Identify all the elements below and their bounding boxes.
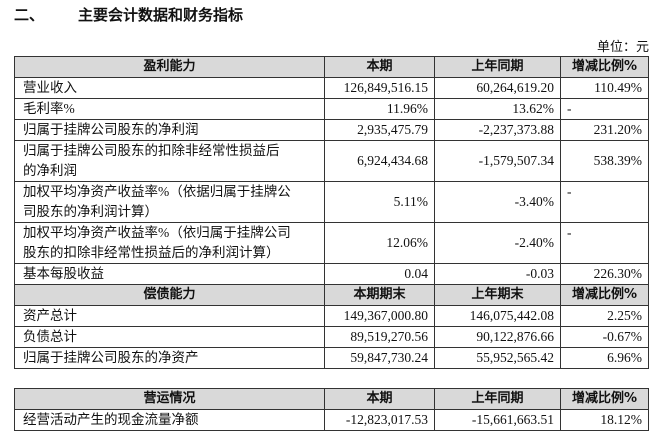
row-label: 资产总计	[14, 305, 325, 327]
column-header: 增减比例%	[560, 56, 649, 78]
value-cell: 59,847,730.24	[324, 347, 435, 369]
label-line: 资产总计	[23, 308, 77, 323]
value-cell: 0.04	[324, 263, 435, 285]
column-header: 增减比例%	[560, 388, 649, 410]
value-cell: 18.12%	[560, 409, 649, 431]
row-label: 基本每股收益	[14, 263, 325, 285]
value-cell: 146,075,442.08	[434, 305, 561, 327]
label-line: 负债总计	[23, 329, 77, 344]
unit: 单位：元	[596, 39, 649, 54]
value-cell: -12,823,017.53	[324, 409, 435, 431]
data-row: 资产总计 149,367,000.80 146,075,442.08 2.25%	[14, 305, 649, 327]
table: 营运情况 本期 上年同期 增减比例% 经营活动产生的现金流量净额 -12,823,017.…	[14, 388, 649, 431]
label-line: 的净利润	[23, 163, 77, 178]
data-row: 加权平均净资产收益率%（依据归属于挂牌公 司股东的净利润计算） 5.11% -3.40…	[14, 181, 649, 223]
value-cell: 90,122,876.66	[434, 326, 561, 348]
column-header: 偿债能力	[14, 284, 325, 306]
value-cell: 13.62%	[434, 98, 561, 120]
column-header: 上年同期	[434, 56, 561, 78]
value-cell: 11.96%	[324, 98, 435, 120]
value-cell: -15,661,663.51	[434, 409, 561, 431]
value-cell: -	[560, 98, 649, 120]
data-row: 归属于挂牌公司股东的净利润 2,935,475.79 -2,237,373.88 23…	[14, 119, 649, 141]
value-cell: -2.40%	[434, 222, 561, 264]
label-line: 归属于挂牌公司股东的净资产	[23, 350, 199, 365]
data-row: 毛利率% 11.96% 13.62% -	[14, 98, 649, 120]
value-cell: 2.25%	[560, 305, 649, 327]
row-label: 加权平均净资产收益率%（依归属于挂牌公司 股东的扣除非经常性损益后的净利润计算）	[14, 222, 325, 264]
value-cell: -0.03	[434, 263, 561, 285]
column-header: 本期	[324, 388, 435, 410]
heading: 二、 主要会计数据和财务指标	[14, 4, 277, 25]
column-header: 盈利能力	[14, 56, 325, 78]
data-row: 经营活动产生的现金流量净额 -12,823,017.53 -15,661,663.5…	[14, 409, 649, 431]
value-cell: -0.67%	[560, 326, 649, 348]
value-cell: 55,952,565.42	[434, 347, 561, 369]
label-line: 归属于挂牌公司股东的净利润	[23, 122, 199, 137]
value-cell: -	[560, 181, 649, 223]
value-cell: 6,924,434.68	[324, 140, 435, 182]
column-header: 营运情况	[14, 388, 325, 410]
column-header: 上年同期	[434, 388, 561, 410]
value-cell: 538.39%	[560, 140, 649, 182]
value-cell: 231.20%	[560, 119, 649, 141]
value-cell: -3.40%	[434, 181, 561, 223]
value-cell: 110.49%	[560, 77, 649, 99]
label-line: 加权平均净资产收益率%（依归属于挂牌公司	[23, 225, 291, 240]
section-title: 主要会计数据和财务指标	[78, 6, 244, 24]
value-cell: 6.96%	[560, 347, 649, 369]
value-cell: 149,367,000.80	[324, 305, 435, 327]
row-label: 加权平均净资产收益率%（依据归属于挂牌公 司股东的净利润计算）	[14, 181, 325, 223]
label-line: 营业收入	[23, 80, 77, 95]
column-header: 本期期末	[324, 284, 435, 306]
row-label: 营业收入	[14, 77, 325, 99]
value-cell: 89,519,270.56	[324, 326, 435, 348]
label-line: 归属于挂牌公司股东的扣除非经常性损益后	[23, 143, 280, 158]
row-label: 负债总计	[14, 326, 325, 348]
value-cell: 5.11%	[324, 181, 435, 223]
data-row: 归属于挂牌公司股东的净资产 59,847,730.24 55,952,565.42 6…	[14, 347, 649, 369]
row-label: 经营活动产生的现金流量净额	[14, 409, 325, 431]
data-row: 营业收入 126,849,516.15 60,264,619.20 110.49%	[14, 77, 649, 99]
label-line: 股东的扣除非经常性损益后的净利润计算）	[23, 245, 280, 260]
value-cell: 2,935,475.79	[324, 119, 435, 141]
column-header: 增减比例%	[560, 284, 649, 306]
table: 盈利能力 本期 上年同期 增减比例% 营业收入 126,849,516.15 60,264,…	[14, 56, 649, 369]
column-header: 上年期末	[434, 284, 561, 306]
row-label: 毛利率%	[14, 98, 325, 120]
header-row: 营运情况 本期 上年同期 增减比例%	[14, 388, 649, 410]
section-number: 二、	[14, 6, 45, 24]
value-cell: -1,579,507.34	[434, 140, 561, 182]
value-cell: 12.06%	[324, 222, 435, 264]
label-line: 毛利率%	[23, 101, 75, 116]
header-row: 盈利能力 本期 上年同期 增减比例%	[14, 56, 649, 78]
label-line: 司股东的净利润计算）	[23, 204, 158, 219]
label-line: 经营活动产生的现金流量净额	[23, 412, 199, 427]
data-row: 加权平均净资产收益率%（依归属于挂牌公司 股东的扣除非经常性损益后的净利润计算） 1…	[14, 222, 649, 264]
value-cell: -	[560, 222, 649, 264]
value-cell: 126,849,516.15	[324, 77, 435, 99]
data-row: 基本每股收益 0.04 -0.03 226.30%	[14, 263, 649, 285]
column-header: 本期	[324, 56, 435, 78]
value-cell: -2,237,373.88	[434, 119, 561, 141]
data-row: 负债总计 89,519,270.56 90,122,876.66 -0.67%	[14, 326, 649, 348]
value-cell: 226.30%	[560, 263, 649, 285]
header-row: 偿债能力 本期期末 上年期末 增减比例%	[14, 284, 649, 306]
data-row: 归属于挂牌公司股东的扣除非经常性损益后 的净利润 6,924,434.68 -1,57…	[14, 140, 649, 182]
row-label: 归属于挂牌公司股东的扣除非经常性损益后 的净利润	[14, 140, 325, 182]
value-cell: 60,264,619.20	[434, 77, 561, 99]
row-label: 归属于挂牌公司股东的净利润	[14, 119, 325, 141]
row-label: 归属于挂牌公司股东的净资产	[14, 347, 325, 369]
label-line: 基本每股收益	[23, 266, 104, 281]
label-line: 加权平均净资产收益率%（依据归属于挂牌公	[23, 184, 291, 199]
